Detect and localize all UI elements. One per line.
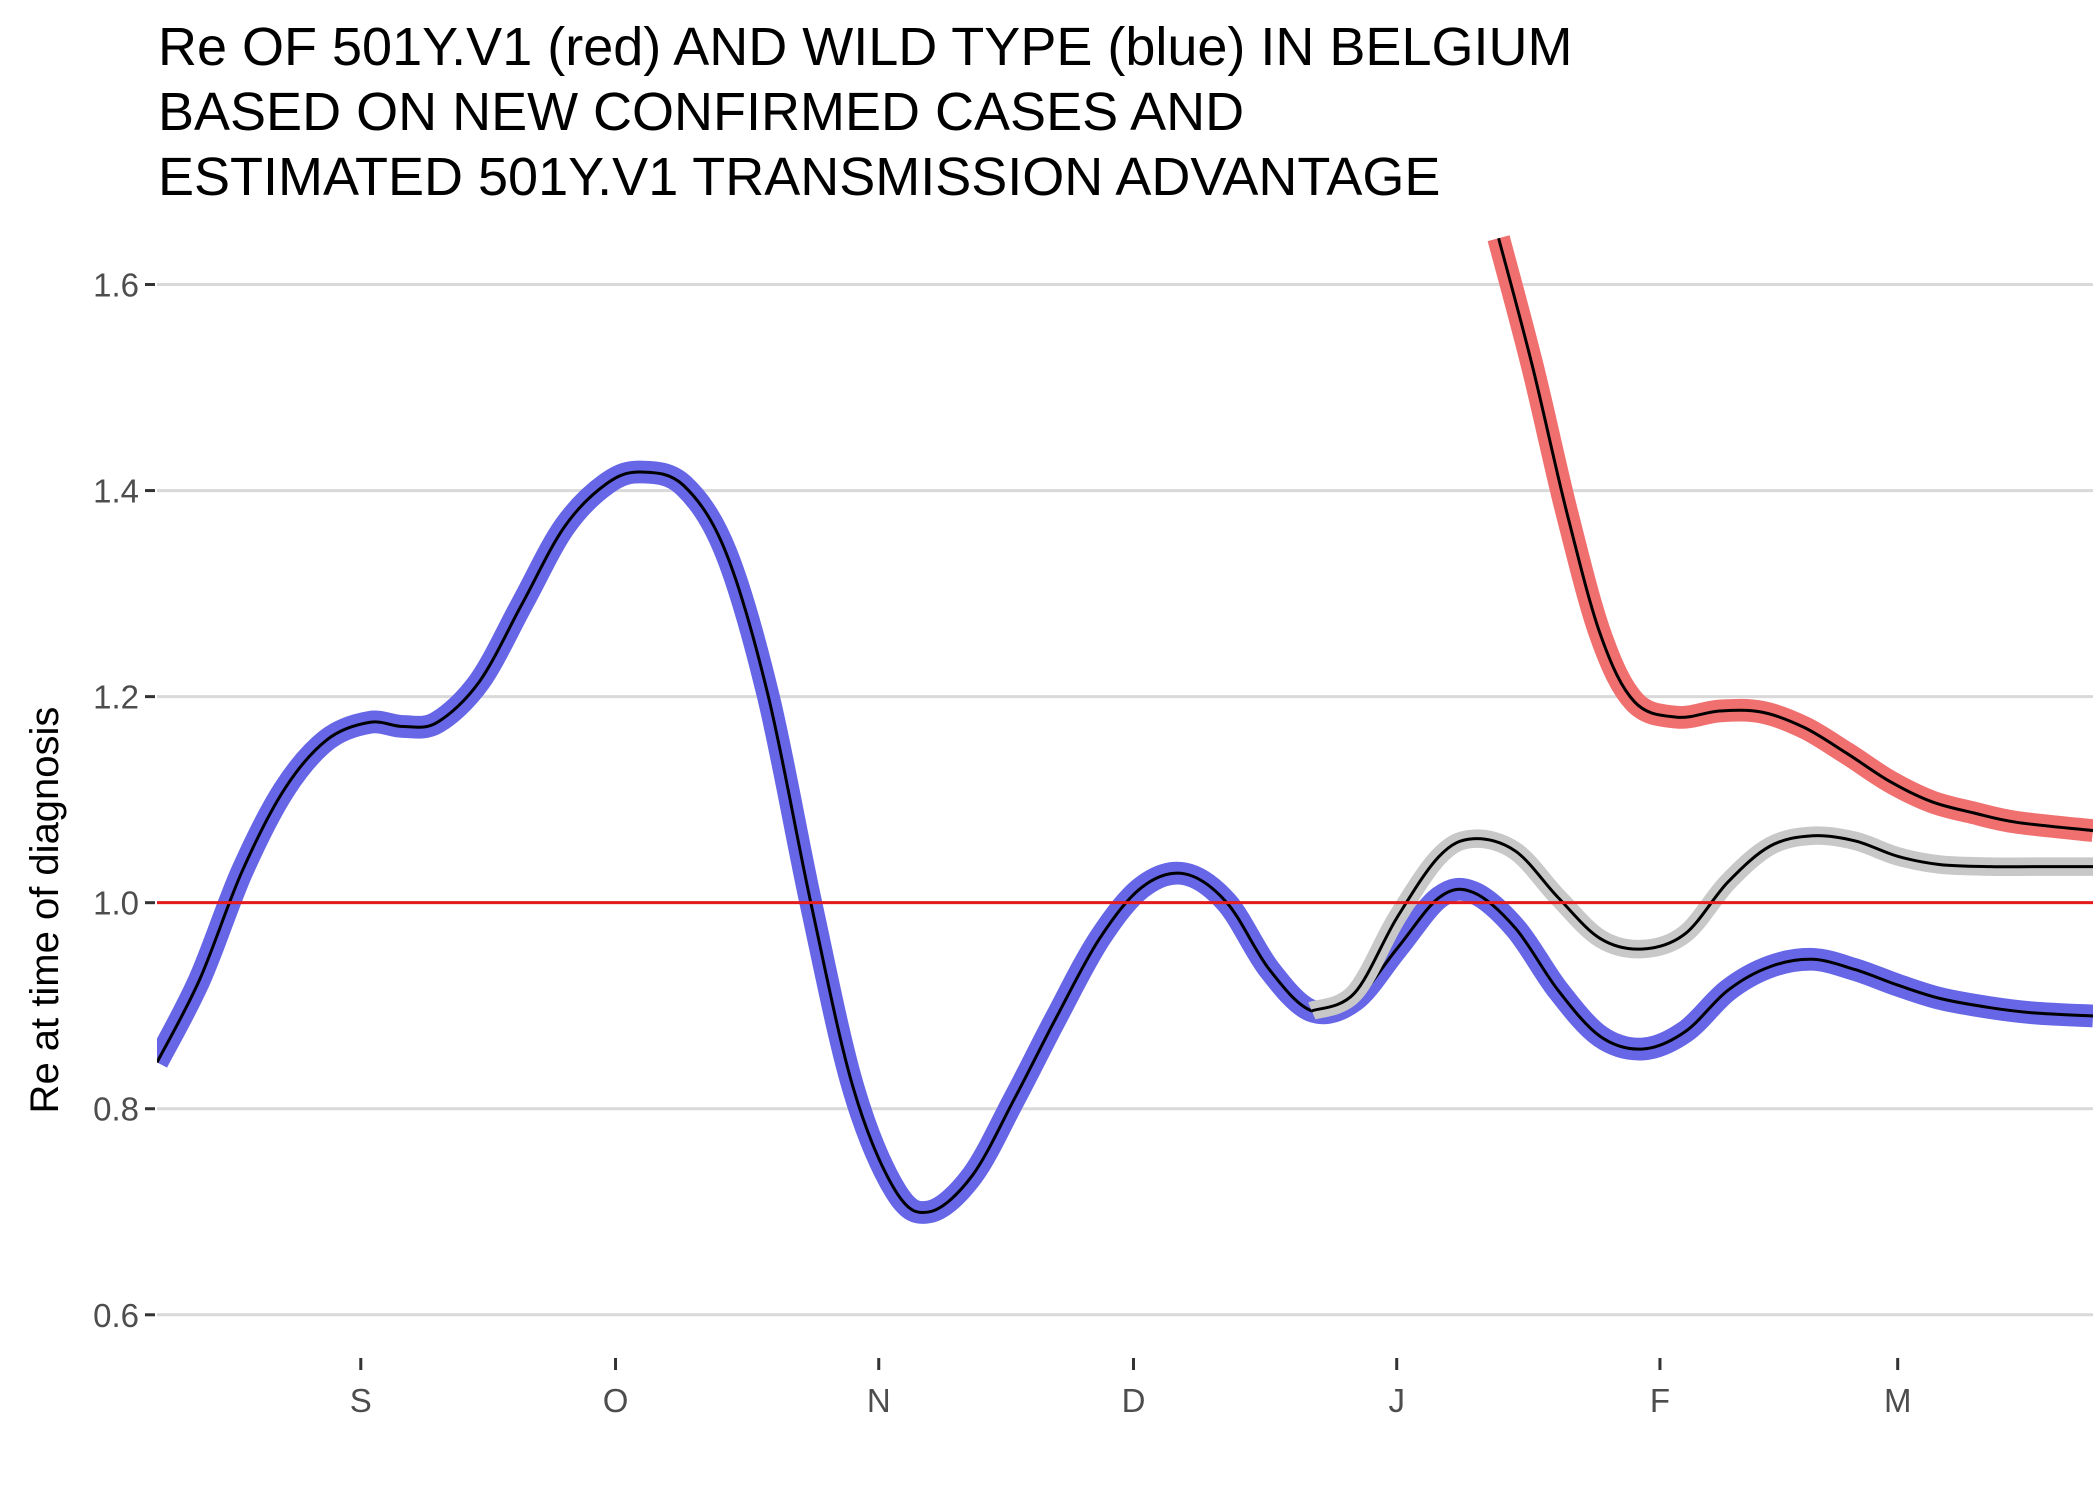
x-tick-label-2: N bbox=[867, 1382, 891, 1419]
y-tick-label-0: 0.6 bbox=[93, 1297, 139, 1334]
title-line-1: Re OF 501Y.V1 (red) AND WILD TYPE (blue)… bbox=[158, 17, 1572, 77]
x-tick-label-4: J bbox=[1388, 1382, 1405, 1419]
y-tick-label-5: 1.6 bbox=[93, 267, 139, 304]
line-wild_type bbox=[157, 470, 2093, 1215]
y-axis-title: Re at time of diagnosis bbox=[23, 707, 67, 1114]
y-axis: 0.6 0.8 1.0 1.2 1.4 1.6 bbox=[93, 267, 155, 1334]
x-tick-label-5: F bbox=[1650, 1382, 1670, 1419]
title-line-3: ESTIMATED 501Y.V1 TRANSMISSION ADVANTAGE bbox=[158, 147, 1440, 207]
y-tick-label-4: 1.4 bbox=[93, 473, 139, 510]
x-tick-label-3: D bbox=[1122, 1382, 1146, 1419]
x-tick-label-6: M bbox=[1884, 1382, 1912, 1419]
line-overall bbox=[1311, 834, 2093, 1013]
x-tick-label-1: O bbox=[603, 1382, 629, 1419]
line-variant bbox=[1497, 237, 2093, 833]
title-line-2: BASED ON NEW CONFIRMED CASES AND bbox=[158, 82, 1244, 142]
y-tick-label-1: 0.8 bbox=[93, 1091, 139, 1128]
y-tick-label-2: 1.0 bbox=[93, 885, 139, 922]
plot-area bbox=[157, 235, 2093, 1224]
chart-title: Re OF 501Y.V1 (red) AND WILD TYPE (blue)… bbox=[158, 17, 1572, 207]
x-tick-label-0: S bbox=[350, 1382, 372, 1419]
y-tick-label-3: 1.2 bbox=[93, 679, 139, 716]
